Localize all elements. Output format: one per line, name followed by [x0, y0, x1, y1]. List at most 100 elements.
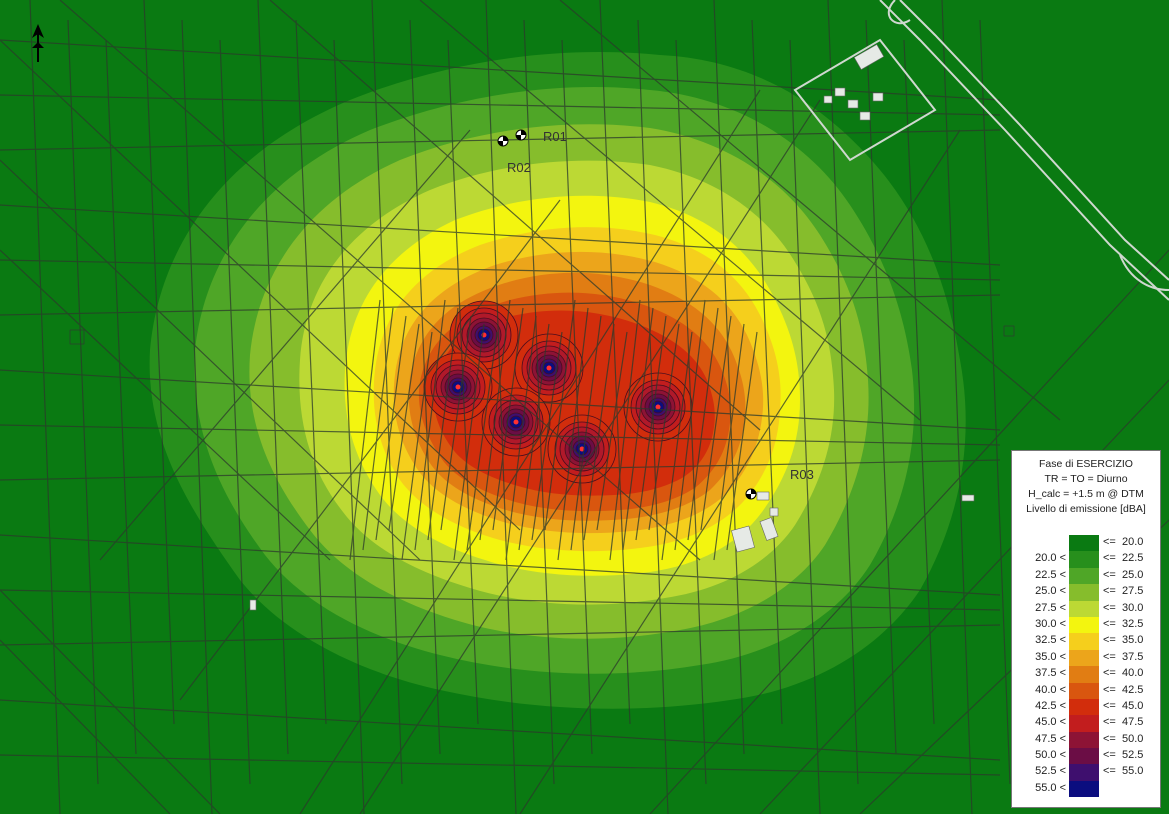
field-boundary-line — [0, 534, 1001, 596]
building — [823, 95, 833, 104]
field-boundary-line — [0, 94, 1001, 116]
field-boundary-line — [219, 39, 251, 785]
field-boundary-line — [0, 424, 1001, 446]
legend-high-label: <= 42.5 — [1103, 683, 1144, 696]
legend-row: 50.0 < <= 52.5 — [1012, 748, 1162, 765]
legend-swatch — [1069, 584, 1099, 601]
legend-row: 45.0 < <= 47.5 — [1012, 715, 1162, 732]
legend-swatch — [1069, 715, 1099, 732]
legend-swatch — [1069, 551, 1099, 568]
legend-high-label: <= 32.5 — [1103, 617, 1144, 630]
legend-low-label: 35.0 < — [1035, 650, 1066, 663]
field-boundary-line — [371, 0, 403, 785]
legend-high-label: <= 20.0 — [1103, 536, 1144, 548]
legend-low-label: 55.0 < — [1035, 781, 1066, 794]
field-strip-line — [427, 307, 459, 541]
legend-swatch — [1069, 616, 1099, 634]
building — [853, 44, 885, 70]
field-boundary-line — [295, 19, 327, 725]
field-strip-line — [622, 307, 654, 551]
road-curve — [1119, 254, 1169, 291]
building — [249, 599, 257, 611]
building — [756, 491, 770, 501]
legend-low-label: 52.5 < — [1035, 765, 1066, 778]
field-boundary-line — [447, 39, 479, 725]
legend-row: 32.5 < <= 35.0 — [1012, 633, 1162, 650]
legend-row: 30.0 < <= 32.5 — [1012, 616, 1162, 634]
legend-swatch — [1069, 731, 1099, 749]
field-strip-line — [570, 315, 602, 551]
field-strip-line — [466, 331, 498, 551]
legend-high-label: <= 52.5 — [1103, 749, 1144, 762]
building — [1003, 325, 1015, 337]
field-boundary-line — [0, 589, 1001, 611]
legend-swatch — [1069, 780, 1099, 798]
legend: Fase di ESERCIZIO TR = TO = Diurno H_cal… — [1011, 450, 1161, 808]
field-boundary-line — [0, 294, 1001, 316]
building — [69, 329, 85, 345]
legend-row: 27.5 < <= 30.0 — [1012, 600, 1162, 617]
legend-row: 20.0 < <= 22.5 — [1012, 551, 1162, 568]
field-boundary-line — [0, 249, 331, 561]
field-strip-line — [635, 315, 667, 541]
legend-swatch — [1069, 666, 1099, 683]
legend-low-label: 37.5 < — [1035, 667, 1066, 680]
field-strip-line — [687, 307, 719, 541]
field-boundary-line — [257, 0, 289, 755]
field-boundary-line — [979, 19, 1011, 785]
field-boundary-line — [0, 589, 221, 814]
legend-title-line-2: TR = TO = Diurno — [1044, 473, 1128, 485]
field-strip-line — [557, 307, 589, 561]
field-strip-line — [440, 315, 472, 531]
field-strip-line — [375, 315, 407, 541]
building — [872, 92, 884, 102]
legend-row: 35.0 < <= 37.5 — [1012, 649, 1162, 667]
field-boundary-line — [59, 0, 701, 561]
legend-swatch — [1069, 600, 1099, 617]
legend-high-label: <= 30.0 — [1103, 601, 1144, 614]
legend-row: 40.0 < <= 42.5 — [1012, 682, 1162, 699]
road-loop — [887, 0, 911, 25]
legend-high-label: <= 27.5 — [1103, 585, 1144, 598]
legend-high-label: <= 25.0 — [1103, 568, 1144, 581]
field-boundary-line — [269, 0, 761, 431]
legend-low-label: 27.5 < — [1035, 601, 1066, 614]
legend-high-label: <= 45.0 — [1103, 699, 1144, 712]
field-boundary-line — [865, 19, 897, 755]
legend-swatch — [1069, 535, 1099, 552]
legend-high-label: <= 50.0 — [1103, 732, 1144, 745]
road-diagonal — [879, 0, 1169, 301]
legend-row: 52.5 < <= 55.0 — [1012, 764, 1162, 781]
field-strip-line — [505, 315, 537, 561]
legend-title: Fase di ESERCIZIO TR = TO = Diurno H_cal… — [1012, 451, 1160, 517]
field-boundary-line — [0, 39, 1001, 101]
field-strip-line — [583, 323, 615, 541]
road-compound — [793, 38, 937, 162]
turbine-hotspots — [423, 300, 693, 484]
field-boundary-line — [0, 259, 1001, 281]
field-boundary-line — [649, 249, 1169, 814]
legend-swatch — [1069, 567, 1099, 585]
north-arrow-icon — [28, 22, 48, 68]
legend-row: 47.5 < <= 50.0 — [1012, 731, 1162, 749]
legend-low-label: 50.0 < — [1035, 749, 1066, 762]
building — [731, 525, 755, 553]
field-boundary-line — [789, 39, 821, 814]
legend-row: 55.0 < — [1012, 780, 1162, 798]
field-boundary-line — [0, 204, 1001, 266]
building — [859, 111, 871, 121]
field-boundary-line — [99, 129, 471, 561]
field-boundary-line — [0, 459, 1001, 481]
field-boundary-line — [941, 0, 973, 814]
field-boundary-line — [0, 639, 171, 814]
field-boundary-line — [333, 39, 365, 814]
field-boundary-line — [0, 39, 521, 531]
field-strip-line — [362, 307, 394, 551]
field-strip-line — [531, 331, 563, 541]
receptor-label-r03: R03 — [790, 467, 814, 482]
field-boundary-line — [751, 19, 783, 725]
legend-low-label: 47.5 < — [1035, 732, 1066, 745]
building — [759, 517, 779, 541]
